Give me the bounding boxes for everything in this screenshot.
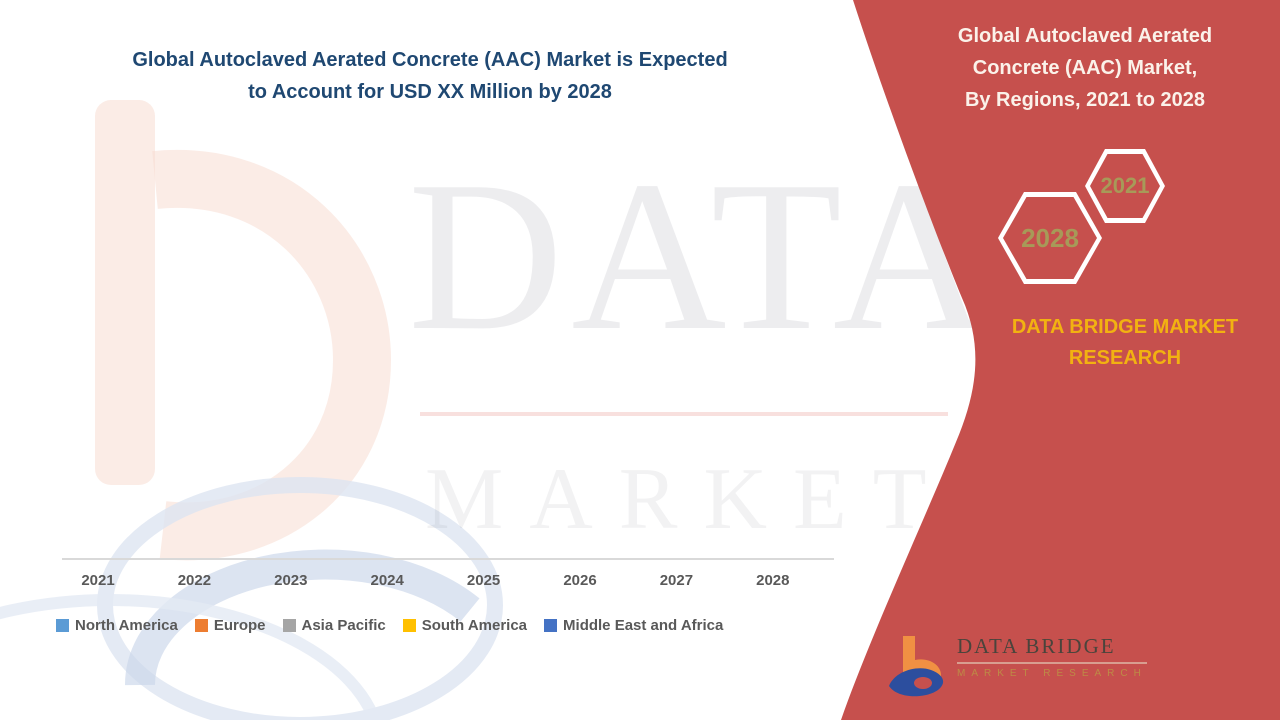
legend-item-south-america: South America (402, 617, 528, 634)
brand-name-text: DATA BRIDGE MARKET RESEARCH (970, 312, 1280, 374)
legend-swatch-icon (56, 619, 69, 632)
brand-line1: DATA BRIDGE MARKET (1011, 316, 1239, 338)
x-axis-label-2026: 2026 (563, 572, 597, 589)
x-axis-label-2025: 2025 (466, 572, 501, 589)
legend-item-middle-east-and-africa: Middle East and Africa (544, 617, 723, 634)
brand-line2: RESEARCH (1068, 347, 1182, 369)
legend-swatch-icon (282, 619, 296, 632)
watermark-text-marketresearch: MARKET RESEARCH (425, 451, 1280, 548)
hexagon-badge-2021: 2021 (1085, 149, 1165, 223)
x-axis-label-2024: 2024 (370, 572, 404, 589)
chart-title-line1: Global Autoclaved Aerated Concrete (AAC)… (132, 49, 728, 71)
logo-name-text: DATA BRIDGE (957, 634, 1147, 664)
x-axis-label-2028: 2028 (756, 572, 790, 589)
panel-title-line3: By Regions, 2021 to 2028 (964, 89, 1206, 111)
legend-label: North America (75, 617, 178, 634)
hexagon-badge-2028: 2028 (998, 192, 1102, 284)
legend-swatch-icon (544, 619, 558, 632)
databridge-logo: DATA BRIDGE MARKET RESEARCH (885, 634, 1147, 700)
legend-item-north-america: North America (56, 617, 178, 634)
x-axis-label-2027: 2027 (659, 572, 694, 589)
databridge-logo-icon (889, 636, 944, 697)
chart-legend: North America Europe Asia Pacific South Ame… (56, 617, 723, 634)
x-axis-line (62, 558, 834, 560)
hexagon-2021-label: 2021 (1090, 154, 1160, 218)
legend-item-asia-pacific: Asia Pacific (282, 617, 386, 634)
legend-label: Middle East and Africa (563, 617, 724, 634)
panel-title-line2: Concrete (AAC) Market, (972, 57, 1198, 79)
hexagon-2028-label: 2028 (1003, 197, 1097, 279)
legend-label: Asia Pacific (301, 617, 386, 634)
logo-subtitle-text: MARKET RESEARCH (957, 668, 1147, 679)
legend-swatch-icon (194, 619, 208, 632)
panel-title-line1: Global Autoclaved Aerated (957, 25, 1213, 47)
x-axis-label-2022: 2022 (177, 572, 212, 589)
x-axis-label-2023: 2023 (274, 572, 308, 589)
chart-title: Global Autoclaved Aerated Concrete (AAC)… (60, 44, 800, 108)
legend-swatch-icon (402, 619, 416, 632)
panel-title: Global Autoclaved Aerated Concrete (AAC)… (920, 20, 1250, 116)
x-axis-label-2021: 2021 (81, 572, 115, 589)
watermark-underline (420, 412, 948, 416)
chart-title-line2: to Account for USD XX Million by 2028 (248, 81, 612, 103)
legend-label: South America (421, 617, 528, 634)
legend-label: Europe (213, 617, 266, 634)
legend-item-europe: Europe (194, 617, 266, 634)
